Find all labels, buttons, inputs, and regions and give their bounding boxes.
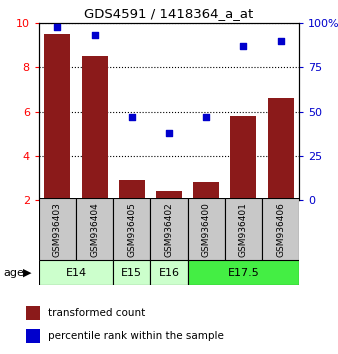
Bar: [188, 260, 299, 285]
Text: GSM936401: GSM936401: [239, 202, 248, 257]
Bar: [225, 198, 262, 260]
Bar: [26, 307, 40, 320]
Bar: [150, 260, 188, 285]
Bar: [39, 260, 113, 285]
Bar: [26, 330, 40, 343]
Text: E16: E16: [159, 268, 179, 278]
Text: GSM936404: GSM936404: [90, 202, 99, 257]
Bar: [193, 182, 219, 200]
Text: GSM936403: GSM936403: [53, 202, 62, 257]
Text: GSM936406: GSM936406: [276, 202, 285, 257]
Point: [278, 38, 283, 44]
Point: [241, 43, 246, 49]
Title: GDS4591 / 1418364_a_at: GDS4591 / 1418364_a_at: [84, 7, 254, 21]
Text: GSM936400: GSM936400: [202, 202, 211, 257]
Bar: [119, 180, 145, 200]
Text: E15: E15: [121, 268, 142, 278]
Text: E14: E14: [66, 268, 87, 278]
Bar: [156, 191, 182, 200]
Point: [92, 33, 97, 38]
Bar: [39, 198, 76, 260]
Text: E17.5: E17.5: [227, 268, 259, 278]
Bar: [113, 260, 150, 285]
Text: GSM936405: GSM936405: [127, 202, 136, 257]
Bar: [188, 198, 225, 260]
Bar: [230, 116, 256, 200]
Bar: [45, 34, 70, 200]
Text: age: age: [3, 268, 24, 278]
Bar: [267, 98, 293, 200]
Bar: [81, 56, 107, 200]
Text: GSM936402: GSM936402: [165, 202, 173, 257]
Text: transformed count: transformed count: [48, 308, 145, 318]
Point: [203, 114, 209, 120]
Point: [166, 130, 172, 136]
Text: percentile rank within the sample: percentile rank within the sample: [48, 331, 224, 341]
Bar: [262, 198, 299, 260]
Point: [55, 24, 60, 29]
Point: [129, 114, 135, 120]
Bar: [76, 198, 113, 260]
Bar: [150, 198, 188, 260]
Bar: [113, 198, 150, 260]
Text: ▶: ▶: [23, 268, 32, 278]
